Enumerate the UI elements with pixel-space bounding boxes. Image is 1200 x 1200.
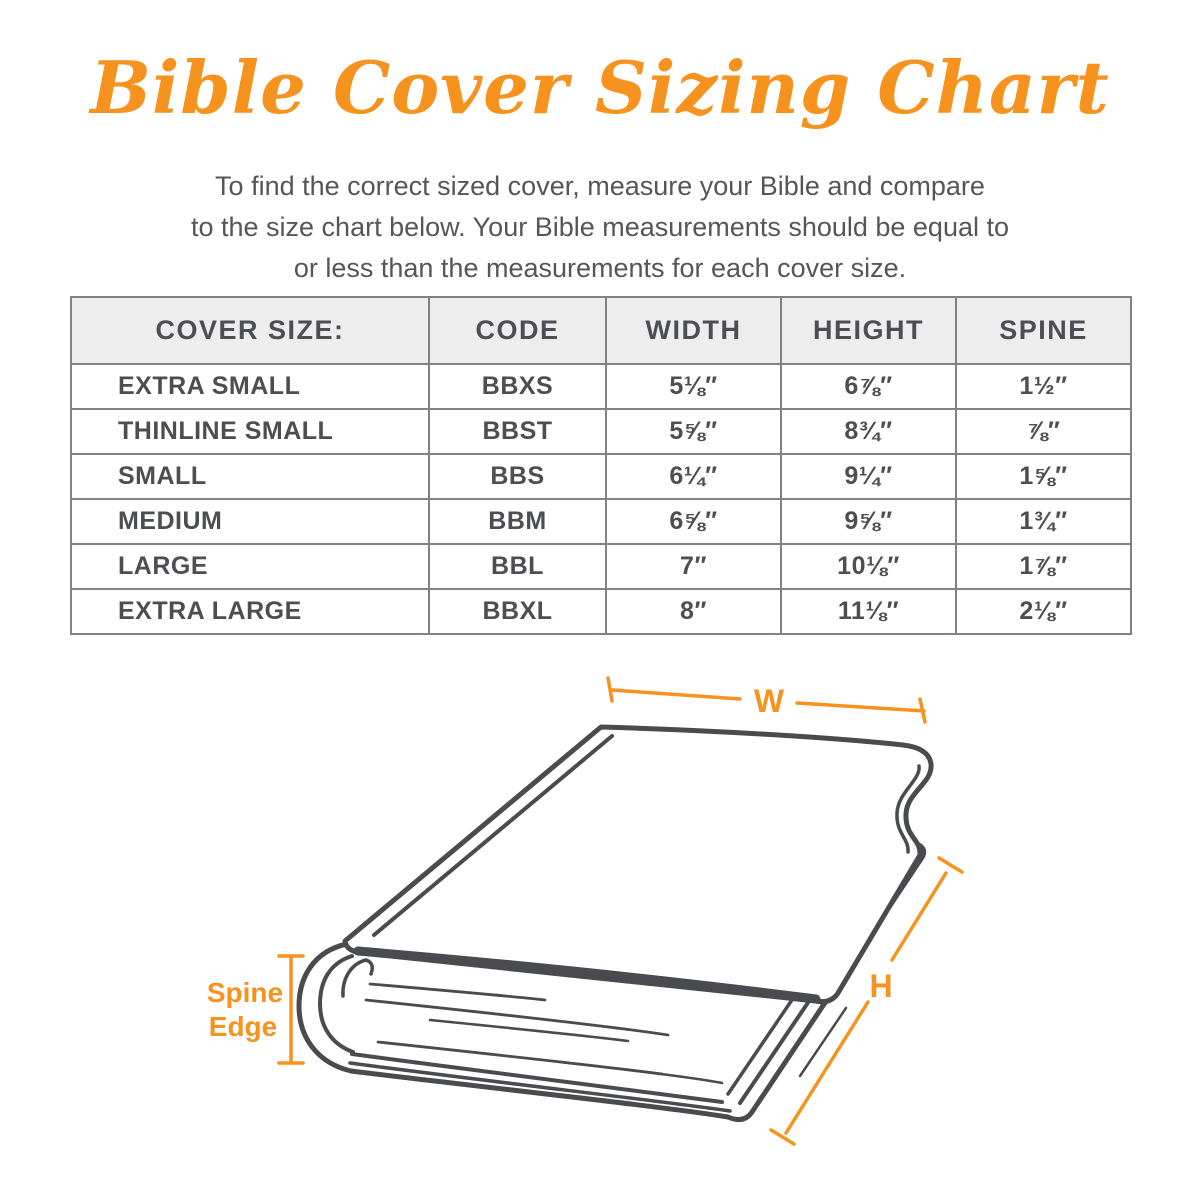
height-label: H xyxy=(869,968,892,1004)
cell-spine: 1⅝″ xyxy=(955,453,1132,500)
cell-height: 11⅛″ xyxy=(780,588,957,635)
table-header-row: COVER SIZE: CODE WIDTH HEIGHT SPINE xyxy=(70,296,1132,365)
width-dimension-line xyxy=(606,676,927,724)
column-header-code: CODE xyxy=(428,296,607,365)
cell-size: SMALL xyxy=(70,453,430,500)
height-dimension-line xyxy=(769,856,964,1146)
cell-spine: 1½″ xyxy=(955,363,1132,410)
cell-spine: 2⅛″ xyxy=(955,588,1132,635)
cell-height: 9⅝″ xyxy=(780,498,957,545)
cell-code: BBM xyxy=(428,498,607,545)
cover-size-table: COVER SIZE: CODE WIDTH HEIGHT SPINE EXTR… xyxy=(70,296,1132,635)
cell-width: 8″ xyxy=(605,588,782,635)
column-header-spine: SPINE xyxy=(955,296,1132,365)
book-front-cover xyxy=(342,724,934,1005)
cell-code: BBST xyxy=(428,408,607,455)
cell-width: 5⅛″ xyxy=(605,363,782,410)
width-label: W xyxy=(754,683,785,719)
table-row: EXTRA LARGE BBXL 8″ 11⅛″ 2⅛″ xyxy=(70,588,1132,635)
description-line-1: To find the correct sized cover, measure… xyxy=(215,171,985,201)
cell-code: BBXL xyxy=(428,588,607,635)
cell-spine: 1⅞″ xyxy=(955,543,1132,590)
cell-height: 9¼″ xyxy=(780,453,957,500)
table-row: LARGE BBL 7″ 10⅛″ 1⅞″ xyxy=(70,543,1132,590)
cell-width: 6¼″ xyxy=(605,453,782,500)
cell-height: 10⅛″ xyxy=(780,543,957,590)
column-header-width: WIDTH xyxy=(605,296,782,365)
page-title: Bible Cover Sizing Chart xyxy=(90,45,1110,130)
cell-height: 6⅞″ xyxy=(780,363,957,410)
table-row: EXTRA SMALL BBXS 5⅛″ 6⅞″ 1½″ xyxy=(70,363,1132,410)
cell-width: 7″ xyxy=(605,543,782,590)
cell-code: BBS xyxy=(428,453,607,500)
column-header-height: HEIGHT xyxy=(780,296,957,365)
description-line-2: to the size chart below. Your Bible meas… xyxy=(190,212,1009,242)
cell-size: MEDIUM xyxy=(70,498,430,545)
spine-edge-label: Spine Edge xyxy=(207,977,283,1042)
cell-width: 6⅝″ xyxy=(605,498,782,545)
cell-spine: ⅞″ xyxy=(955,408,1132,455)
page-description: To find the correct sized cover, measure… xyxy=(0,166,1200,289)
cell-size: EXTRA SMALL xyxy=(70,363,430,410)
cell-width: 5⅝″ xyxy=(605,408,782,455)
cell-size: EXTRA LARGE xyxy=(70,588,430,635)
spine-edge-dimension-line xyxy=(277,954,305,1065)
cell-code: BBXS xyxy=(428,363,607,410)
cell-code: BBL xyxy=(428,543,607,590)
spine-edge-label-line-2: Edge xyxy=(209,1011,277,1042)
cell-size: THINLINE SMALL xyxy=(70,408,430,455)
table-row: MEDIUM BBM 6⅝″ 9⅝″ 1¾″ xyxy=(70,498,1132,545)
column-header-cover-size: COVER SIZE: xyxy=(70,296,430,365)
table-row: THINLINE SMALL BBST 5⅝″ 8¾″ ⅞″ xyxy=(70,408,1132,455)
cell-size: LARGE xyxy=(70,543,430,590)
cell-height: 8¾″ xyxy=(780,408,957,455)
description-line-3: or less than the measurements for each c… xyxy=(293,253,907,283)
cell-spine: 1¾″ xyxy=(955,498,1132,545)
spine-edge-label-line-1: Spine xyxy=(207,977,283,1008)
table-body: EXTRA SMALL BBXS 5⅛″ 6⅞″ 1½″ THINLINE SM… xyxy=(70,363,1132,635)
table-header: COVER SIZE: CODE WIDTH HEIGHT SPINE xyxy=(70,296,1132,365)
table-row: SMALL BBS 6¼″ 9¼″ 1⅝″ xyxy=(70,453,1132,500)
